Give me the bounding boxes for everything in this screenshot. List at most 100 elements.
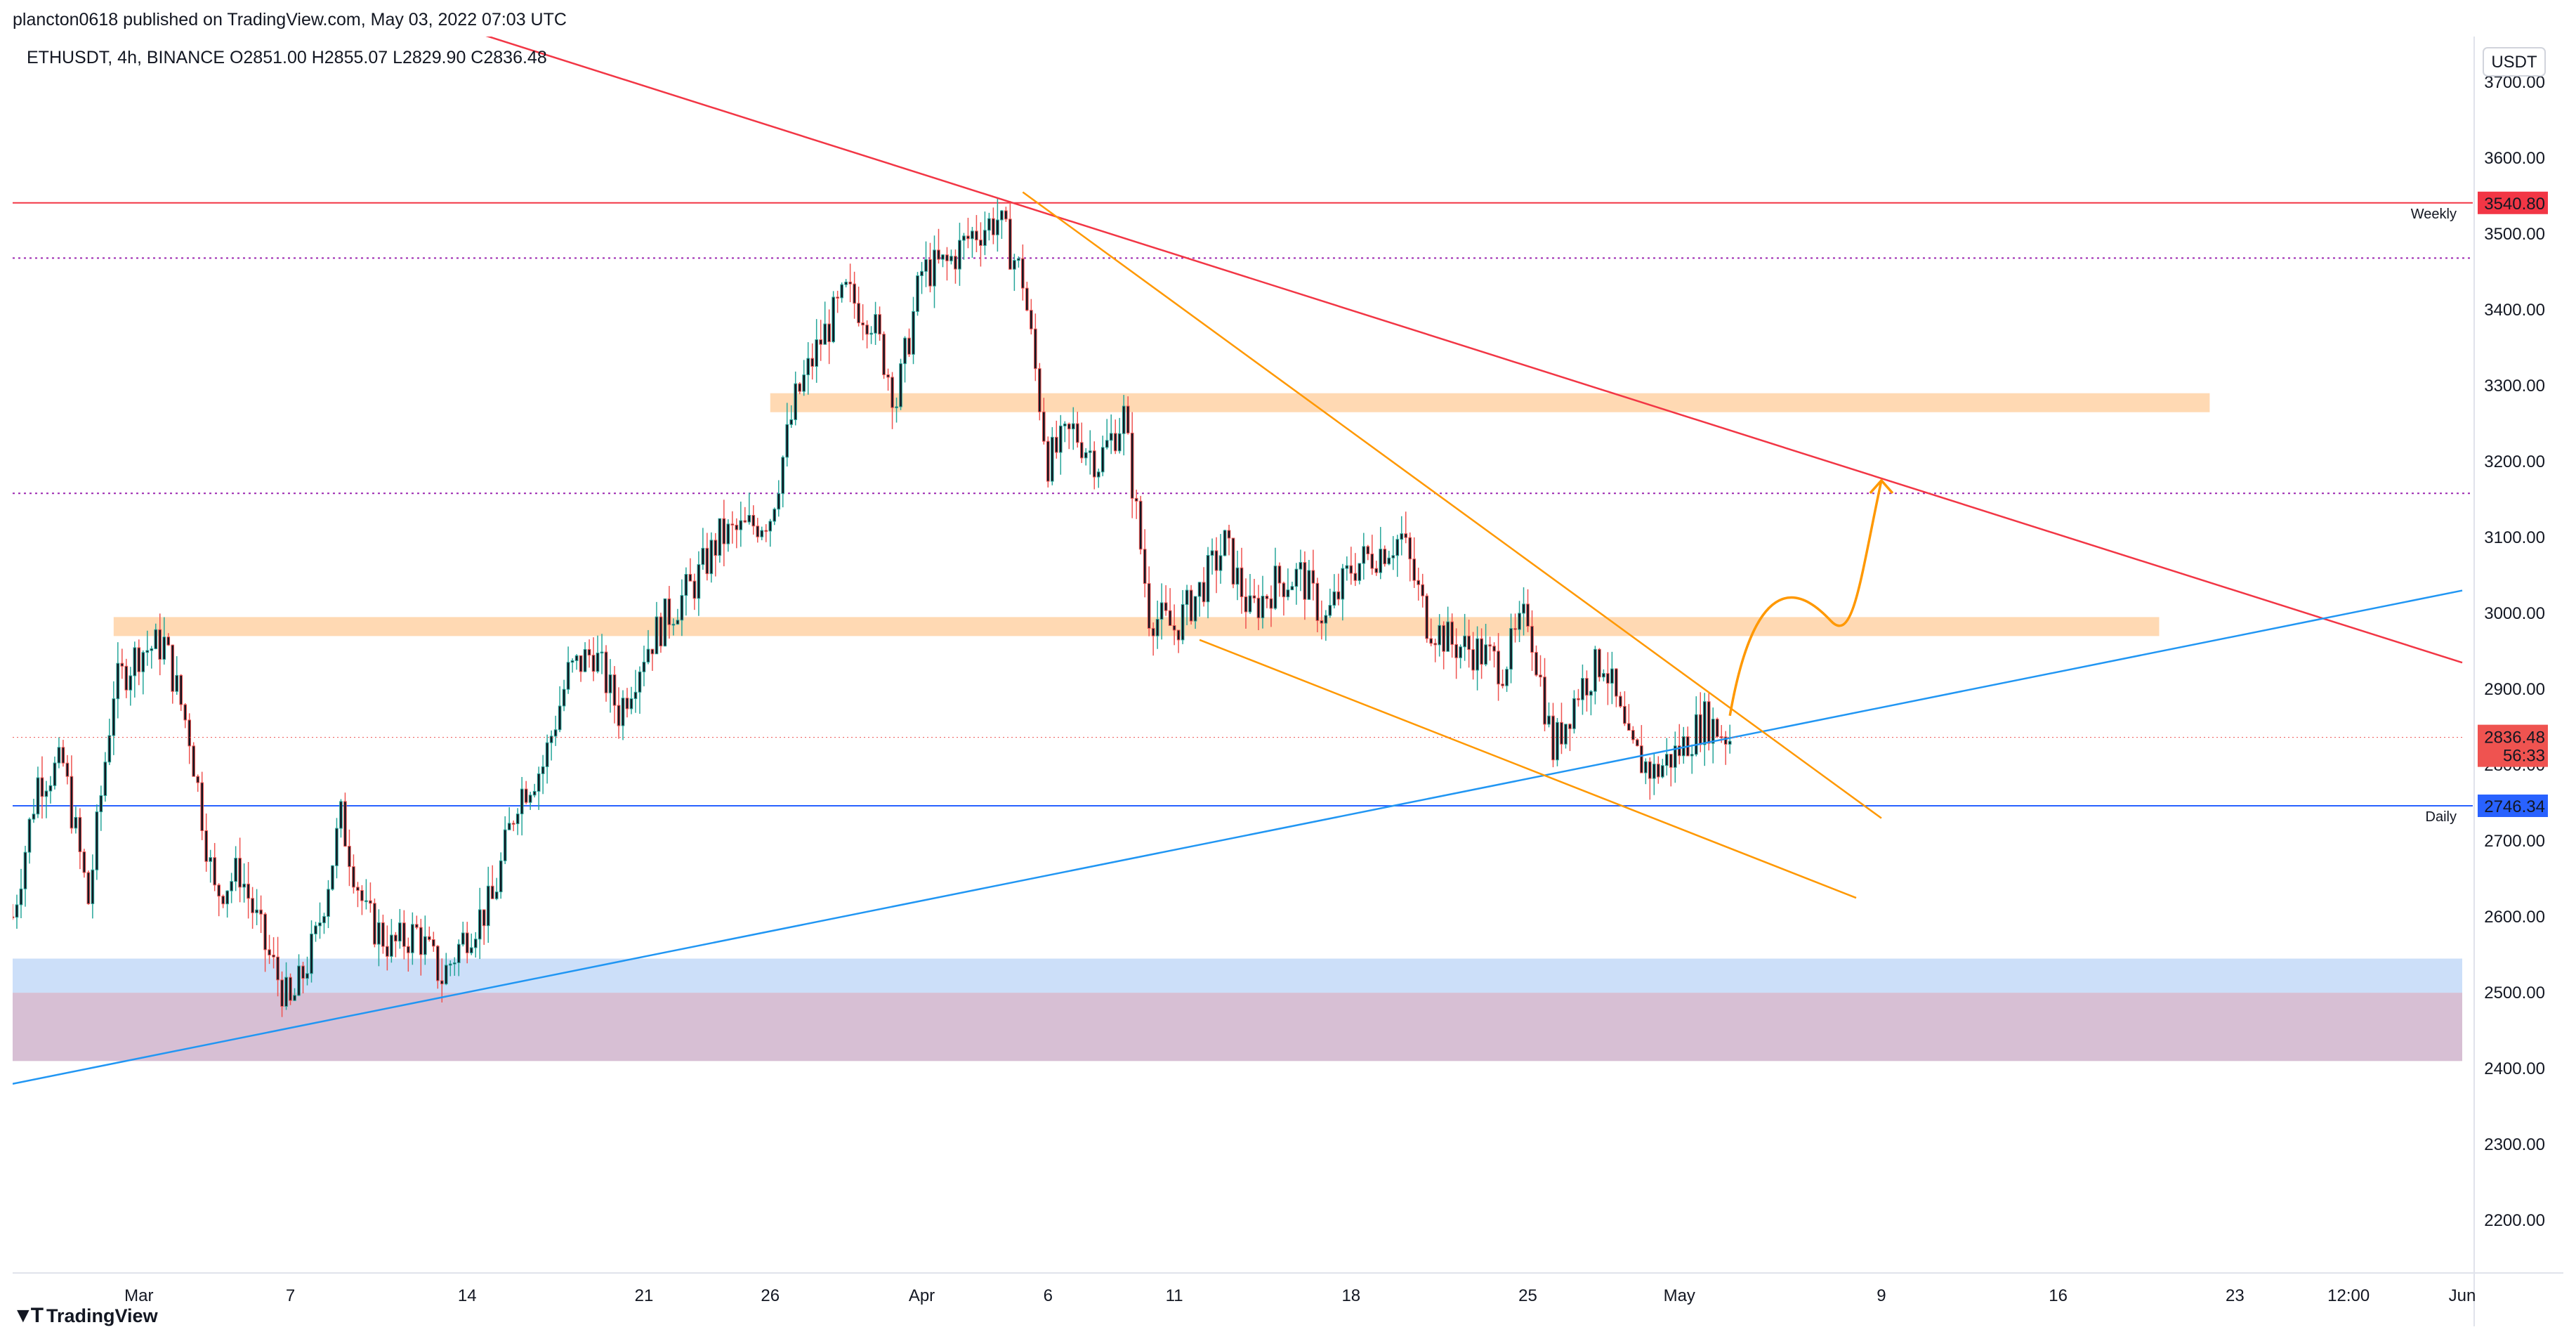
time-tick-label: 14 — [458, 1286, 477, 1305]
candle-body — [979, 240, 983, 246]
candle-body — [1240, 567, 1244, 597]
candle-body — [612, 674, 617, 706]
candle-body — [1598, 648, 1601, 678]
candle-body — [499, 860, 503, 893]
candle-body — [230, 881, 233, 891]
candle-body — [188, 719, 192, 747]
time-axis[interactable]: Mar 7 14 21 26 Apr 6 11 18 25 May 9 16 23 12:00 Jun — [124, 1286, 2476, 1305]
candle-body — [1130, 432, 1134, 499]
price-tick-label: 3500.00 — [2484, 225, 2545, 244]
candle-body — [91, 869, 95, 904]
candle-body — [882, 334, 886, 375]
time-tick-label: 23 — [2226, 1286, 2245, 1305]
candle-body — [137, 647, 141, 672]
price-tick-label: 3600.00 — [2484, 149, 2545, 168]
candle-body — [1349, 565, 1353, 574]
candle-body — [857, 303, 860, 324]
candle-body — [276, 956, 280, 981]
candle-body — [1328, 605, 1332, 616]
candle-body — [1189, 589, 1193, 622]
candle-body — [200, 782, 204, 831]
candle-body — [1164, 602, 1168, 611]
candle-body — [1677, 745, 1681, 757]
candle-body — [381, 922, 385, 947]
candle-body — [116, 662, 120, 700]
candle-body — [684, 573, 688, 596]
candle-body — [1370, 553, 1374, 569]
price-tick-label: 2300.00 — [2484, 1135, 2545, 1154]
candle-body — [553, 729, 558, 737]
candle-body — [802, 374, 806, 392]
candle-body — [562, 688, 566, 707]
candle-body — [13, 916, 15, 919]
candle-body — [331, 865, 334, 890]
candle-body — [1509, 628, 1513, 670]
candle-body — [899, 363, 902, 407]
candle-body — [608, 674, 612, 693]
candle-body — [1362, 546, 1366, 564]
price-tick-label: 3200.00 — [2484, 452, 2545, 471]
candle-body — [865, 325, 869, 335]
candle-body — [722, 518, 726, 544]
price-chart[interactable]: Weekly Daily 2200.00 2300.00 2400.00 2500.00… — [13, 37, 2563, 1326]
candle-body — [1336, 591, 1341, 600]
candle-body — [494, 891, 499, 899]
candle-body — [709, 540, 714, 575]
candle-body — [794, 383, 798, 420]
candle-body — [1454, 644, 1458, 658]
currency-badge[interactable]: USDT — [2483, 47, 2546, 77]
candle-body — [789, 419, 794, 425]
price-tick-label: 2400.00 — [2484, 1059, 2545, 1078]
candle-body — [411, 924, 414, 953]
candle-body — [1606, 673, 1610, 684]
candle-body — [74, 816, 78, 829]
candle-body — [532, 790, 537, 796]
candle-body — [1042, 411, 1046, 442]
brand-name: TradingView — [46, 1305, 158, 1326]
candle-body — [390, 934, 393, 957]
candle-body — [671, 623, 676, 626]
candle-body — [1619, 695, 1622, 707]
candle-body — [583, 648, 587, 672]
candle-body — [1358, 563, 1362, 581]
candle-body — [175, 674, 179, 692]
candle-body — [1324, 615, 1328, 624]
candle-body — [798, 383, 802, 392]
candle-body — [1421, 584, 1424, 596]
candle-body — [268, 949, 271, 955]
candle-body — [1543, 677, 1546, 725]
chart-canvas[interactable]: Weekly Daily 2200.00 2300.00 2400.00 2500.00… — [13, 37, 2563, 1326]
time-tick-label: 21 — [635, 1286, 654, 1305]
candle-body — [1223, 530, 1227, 556]
candle-body — [1657, 764, 1660, 778]
candle-body — [1265, 596, 1269, 599]
price-axis[interactable]: 2200.00 2300.00 2400.00 2500.00 2600.00 2700.… — [13, 73, 2548, 1230]
candle-body — [145, 650, 150, 653]
candle-body — [1054, 436, 1058, 453]
candle-body — [473, 939, 478, 948]
time-tick-label: Apr — [909, 1286, 935, 1305]
candle-body — [310, 933, 313, 974]
candle-body — [1723, 736, 1728, 745]
candle-body — [869, 332, 873, 335]
candle-body — [305, 973, 309, 979]
candle-body — [714, 540, 718, 556]
candle-body — [1395, 539, 1400, 556]
candle-body — [1290, 586, 1294, 591]
price-level-badge — [2478, 191, 2548, 214]
tradingview-brand[interactable]: ▼T TradingView — [13, 1304, 158, 1328]
candle-body — [57, 747, 61, 764]
candle-body — [364, 900, 368, 903]
candle-body — [1602, 673, 1605, 678]
currency-label: USDT — [2491, 53, 2537, 72]
candle-body — [150, 648, 154, 651]
candle-body — [1518, 613, 1521, 630]
candle-body — [1017, 258, 1020, 261]
candle-body — [1063, 423, 1067, 426]
candle-body — [213, 857, 216, 886]
candle-body — [1353, 573, 1358, 581]
candle-body — [482, 909, 486, 927]
candle-body — [259, 909, 263, 915]
candle-body — [36, 777, 40, 815]
candle-body — [1084, 452, 1088, 459]
